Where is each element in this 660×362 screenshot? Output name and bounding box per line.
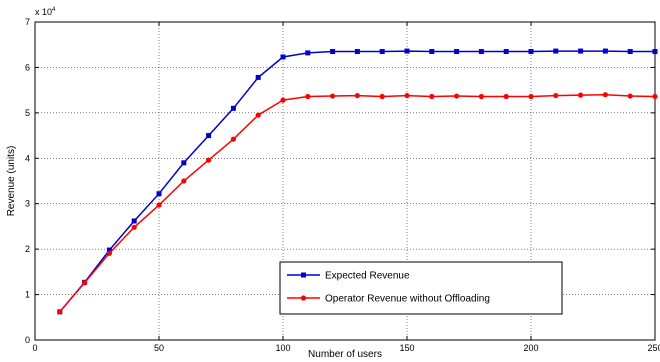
data-point — [82, 280, 88, 286]
data-point — [379, 49, 385, 55]
data-point — [404, 48, 410, 54]
data-point — [255, 74, 261, 80]
y-exponent-label: x 104 — [35, 7, 56, 17]
x-tick-label: 50 — [154, 343, 164, 353]
plot-frame — [34, 21, 656, 341]
data-point — [652, 93, 658, 100]
y-tick-label: 7 — [25, 17, 30, 27]
legend-label: Operator Revenue without Offloading — [325, 294, 490, 305]
data-point — [478, 49, 484, 55]
series — [57, 48, 658, 315]
y-tick-label: 0 — [25, 335, 30, 345]
data-point — [230, 136, 236, 142]
data-point — [57, 309, 63, 315]
data-point — [652, 49, 658, 55]
data-point — [602, 48, 608, 54]
legend-marker — [301, 272, 306, 278]
data-point — [503, 93, 509, 100]
data-point — [354, 49, 360, 55]
data-point — [131, 224, 137, 230]
data-point — [280, 54, 286, 60]
data-point — [454, 93, 460, 99]
x-tick-label: 150 — [399, 343, 414, 353]
data-point — [131, 218, 137, 224]
legend-box — [279, 261, 563, 315]
data-point — [553, 92, 559, 99]
data-point — [156, 202, 162, 208]
data-point — [255, 112, 261, 118]
data-point — [181, 160, 187, 166]
data-point — [578, 92, 584, 98]
grid — [35, 22, 655, 340]
x-tick-label: 250 — [647, 343, 660, 353]
data-point — [553, 48, 559, 54]
legend-marker — [300, 295, 307, 301]
data-point — [305, 93, 311, 100]
y-tick-label: 6 — [25, 62, 30, 72]
data-point — [528, 93, 534, 100]
data-point — [280, 97, 286, 103]
data-point — [429, 49, 435, 55]
x-axis-label: Number of users — [308, 349, 382, 360]
data-point — [106, 250, 112, 256]
data-point — [181, 178, 187, 184]
axis-ticks: 0 50 100 150 200 250 0 1 2 3 4 5 6 7 — [25, 17, 660, 353]
data-point — [230, 105, 236, 111]
legend-item: Expected Revenue — [287, 271, 410, 282]
data-point — [354, 92, 360, 99]
data-point — [206, 133, 212, 139]
data-point — [478, 93, 484, 100]
y-tick-label: 2 — [25, 244, 30, 254]
data-point — [429, 93, 435, 100]
y-tick-label: 4 — [25, 153, 30, 163]
data-point — [578, 48, 584, 54]
x-tick-label: 100 — [275, 343, 290, 353]
legend-label: Expected Revenue — [325, 271, 410, 282]
data-point — [602, 92, 609, 98]
y-tick-label: 1 — [25, 290, 30, 300]
data-point — [206, 157, 212, 163]
data-point — [330, 49, 336, 55]
x-tick-label: 0 — [32, 343, 37, 353]
legend-item: Operator Revenue without Offloading — [287, 294, 490, 305]
data-point — [503, 49, 509, 55]
y-tick-label: 5 — [25, 108, 30, 118]
y-axis-label: Revenue (units) — [6, 146, 17, 217]
data-point — [528, 49, 534, 55]
data-point — [404, 92, 410, 99]
x-tick-label: 200 — [523, 343, 538, 353]
data-point — [454, 49, 460, 55]
legend: Expected Revenue Operator Revenue without… — [279, 261, 563, 315]
data-point — [305, 50, 311, 56]
data-point — [627, 49, 633, 55]
data-point — [156, 191, 162, 197]
data-point — [627, 93, 633, 99]
series-2 — [57, 92, 658, 315]
y-tick-label: 3 — [25, 199, 30, 209]
data-point — [106, 247, 112, 253]
data-point — [379, 93, 385, 100]
data-point — [330, 93, 336, 99]
